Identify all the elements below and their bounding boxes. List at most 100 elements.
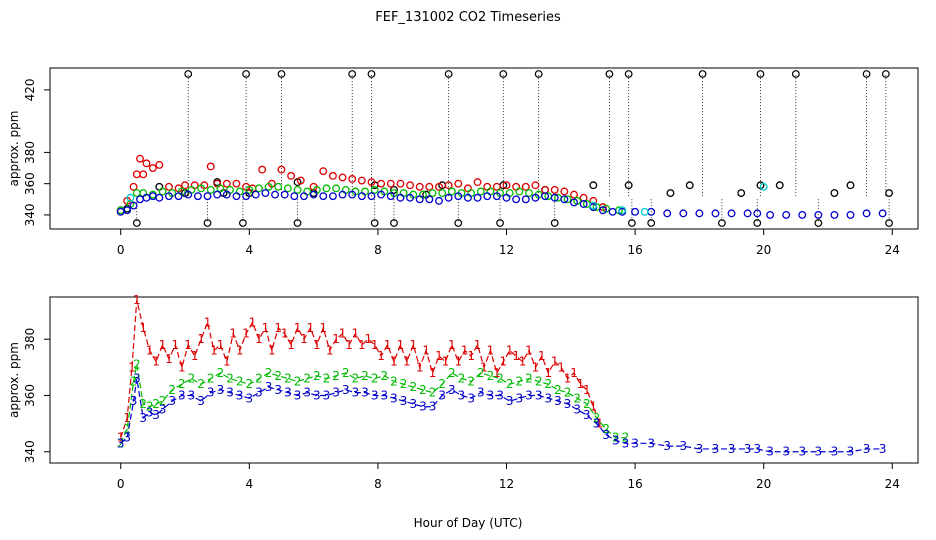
data-point <box>618 206 627 215</box>
series-marker: 3 <box>332 386 340 400</box>
data-point <box>846 210 855 219</box>
series-marker: 3 <box>696 442 704 456</box>
series-marker: 2 <box>236 374 244 388</box>
data-point <box>608 207 617 216</box>
data-point <box>798 210 807 219</box>
data-point <box>155 160 164 169</box>
series-marker: 3 <box>400 394 408 408</box>
y-axis-label: approx. ppm <box>7 342 21 418</box>
data-point <box>386 179 395 188</box>
series-marker: 1 <box>332 332 340 346</box>
series-marker: 2 <box>381 369 389 383</box>
data-point <box>589 181 598 190</box>
series-marker: 2 <box>477 366 485 380</box>
spike-point-high <box>698 70 707 78</box>
series-marker: 1 <box>358 338 366 352</box>
data-point <box>525 189 533 197</box>
data-point <box>486 187 495 196</box>
series-marker: 1 <box>117 431 125 445</box>
data-point <box>293 185 302 194</box>
series-marker: 1 <box>204 315 212 329</box>
data-point <box>193 192 202 201</box>
series-line <box>120 378 883 453</box>
series-marker: 1 <box>281 327 289 341</box>
data-point <box>521 182 530 191</box>
series-marker: 2 <box>564 386 572 400</box>
series-marker: 1 <box>403 355 411 369</box>
series-marker: 1 <box>493 366 501 380</box>
data-point <box>328 171 337 180</box>
series-marker: 2 <box>419 383 427 397</box>
data-point <box>296 176 305 185</box>
series-marker: 3 <box>564 397 572 411</box>
data-point <box>242 192 251 201</box>
series-marker: 1 <box>217 338 225 352</box>
series-marker: 3 <box>207 386 215 400</box>
series-marker: 3 <box>294 388 302 402</box>
data-point <box>563 195 572 204</box>
series-marker: 1 <box>146 343 154 357</box>
data-point <box>396 193 405 202</box>
series-marker: 1 <box>589 400 597 414</box>
data-point <box>261 189 270 197</box>
spike-point-high <box>277 70 286 78</box>
series-marker: 1 <box>448 338 456 352</box>
data-point <box>164 182 173 191</box>
series-marker: 2 <box>554 383 562 397</box>
series-marker: 3 <box>342 383 350 397</box>
series-marker: 2 <box>438 377 446 391</box>
data-point <box>361 187 370 196</box>
data-point <box>148 164 157 172</box>
data-point <box>830 189 839 197</box>
series-marker: 1 <box>274 321 282 335</box>
series-marker: 1 <box>474 338 482 352</box>
data-point <box>631 207 640 216</box>
series-marker: 1 <box>352 327 360 341</box>
series-marker: 3 <box>815 445 823 459</box>
series-marker: 2 <box>400 377 408 391</box>
y-tick-label: 360 <box>23 172 37 195</box>
data-point <box>357 192 366 201</box>
series-marker: 3 <box>612 433 620 447</box>
series-marker: 1 <box>429 366 437 380</box>
series-marker: 3 <box>146 405 154 419</box>
spike-point-low <box>454 219 463 227</box>
spike-point-low <box>238 219 247 227</box>
series-marker: 2 <box>487 369 495 383</box>
series-marker: 2 <box>573 391 581 405</box>
x-tick-label: 0 <box>117 477 125 491</box>
data-point <box>386 192 395 201</box>
data-point <box>589 201 598 210</box>
data-point <box>727 209 736 218</box>
data-point <box>126 193 135 202</box>
series-marker: 3 <box>573 403 581 417</box>
data-point <box>129 182 138 191</box>
series-marker: 2 <box>496 372 504 386</box>
series-marker: 3 <box>236 388 244 402</box>
series-marker: 1 <box>583 383 591 397</box>
series-marker: 1 <box>416 360 424 374</box>
spike-point-high <box>605 70 614 78</box>
data-point <box>300 192 308 201</box>
data-point <box>759 182 768 191</box>
spike-point-low <box>293 219 302 227</box>
data-point <box>155 193 164 202</box>
series-marker: 1 <box>300 332 308 346</box>
series-marker: 1 <box>538 349 546 363</box>
series-marker: 1 <box>519 355 527 369</box>
data-point <box>319 192 328 201</box>
data-point <box>274 182 283 191</box>
series-marker: 1 <box>165 352 173 366</box>
series-marker: 2 <box>516 374 524 388</box>
series-marker: 2 <box>583 397 591 411</box>
series-marker: 2 <box>303 372 311 386</box>
data-point <box>235 187 244 196</box>
spike-point-high <box>881 70 890 78</box>
data-point <box>190 181 199 190</box>
series-marker: 1 <box>364 332 372 346</box>
data-point <box>232 192 241 201</box>
series-marker: 3 <box>159 403 167 417</box>
series-marker: 1 <box>326 343 334 357</box>
series-marker: 2 <box>361 369 369 383</box>
